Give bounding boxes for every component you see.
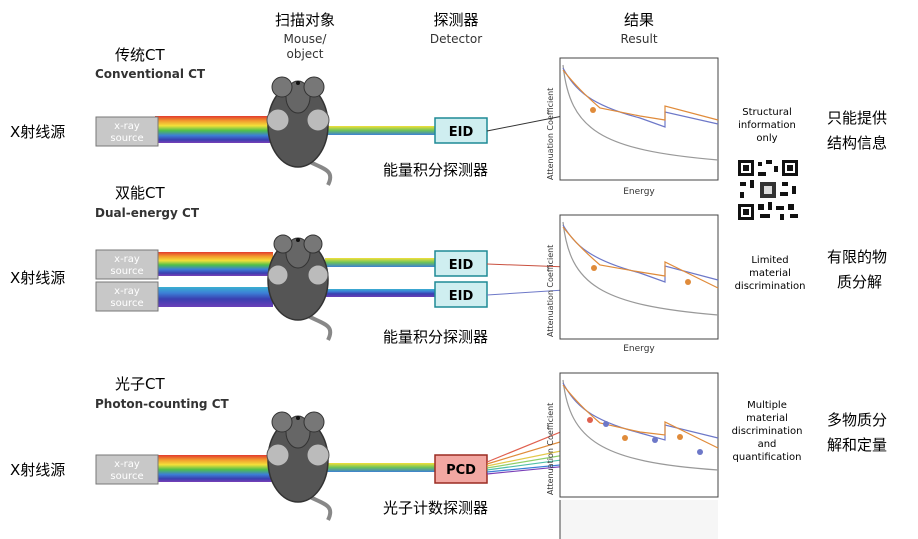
row2-detector-caption: 能量积分探测器 (383, 328, 488, 346)
row2-source2-line1: x-ray (114, 286, 140, 297)
row1-title-zh: 传统CT (115, 46, 165, 64)
qr-code-icon (736, 158, 800, 222)
row1-source-line1: x-ray (114, 121, 140, 132)
row3-rainbow-beam (155, 455, 273, 482)
row3-summary-1: 多物质分 (827, 411, 887, 429)
header-result-en: Result (620, 32, 657, 46)
row1-detector-caption: 能量积分探测器 (383, 161, 488, 179)
row2-source1-line2: source (110, 266, 143, 277)
row3-note-2: material (746, 413, 788, 424)
row1-note-2: information (738, 120, 796, 131)
row3-title-zh: 光子CT (115, 375, 165, 393)
row3-note-5: quantification (733, 452, 802, 463)
row2-summary-1: 有限的物 (827, 248, 887, 266)
row3-object-beam (325, 463, 435, 472)
row2-source-box-2 (95, 281, 159, 312)
mouse-icon (266, 76, 333, 186)
row2-object-beam-top (325, 258, 435, 267)
row1-summary-2: 结构信息 (827, 134, 887, 152)
row2-detector2-label: EID (449, 289, 474, 304)
row1-title-en: Conventional CT (95, 67, 206, 81)
header-detector-zh: 探测器 (433, 11, 478, 29)
row2-note-2: material (749, 268, 791, 279)
row1-source-label: X射线源 (10, 123, 65, 141)
row2-source1-line1: x-ray (114, 254, 140, 265)
mouse-icon (266, 411, 333, 521)
row1-summary-1: 只能提供 (827, 109, 887, 127)
row2-x-axis: Energy (623, 344, 655, 354)
row1-source-box (95, 116, 159, 147)
row3-title-en: Photon-counting CT (95, 397, 229, 411)
row2-note-3: discrimination (735, 281, 806, 292)
row3-y-axis: Attenuation Coefficient (546, 403, 555, 495)
row2-detector-eid-1 (434, 250, 488, 277)
row1-note-1: Structural (742, 107, 792, 118)
row2-title-en: Dual-energy CT (95, 206, 200, 220)
row1-detector-label: EID (449, 125, 474, 140)
row3-detector-caption: 光子计数探测器 (383, 499, 488, 517)
row3-source-line1: x-ray (114, 459, 140, 470)
row2-detector1-label: EID (449, 258, 474, 273)
row3-source-line2: source (110, 471, 143, 482)
row2-y-axis: Attenuation Coefficient (546, 245, 555, 337)
header-result-zh: 结果 (624, 11, 654, 29)
header-object-zh: 扫描对象 (275, 11, 335, 29)
row2-summary-2: 质分解 (837, 273, 882, 291)
row3-summary-2: 解和定量 (827, 436, 887, 454)
row2-source-label: X射线源 (10, 269, 65, 287)
row2-rainbow-beam-bottom (155, 287, 273, 307)
row2-source2-line2: source (110, 298, 143, 309)
row2-source-box-1 (95, 249, 159, 280)
row3-chart: Attenuation Coefficient (546, 372, 719, 539)
row3-note-1: Multiple (747, 400, 787, 411)
row1-x-axis: Energy (623, 187, 655, 197)
header-detector-en: Detector (430, 32, 482, 46)
row2-title-zh: 双能CT (115, 184, 165, 202)
mouse-icon (267, 234, 333, 341)
row2-rainbow-beam-top (155, 252, 273, 276)
row1-object-beam (325, 126, 435, 135)
row1-y-axis: Attenuation Coefficient (546, 88, 555, 180)
row1-note-3: only (756, 133, 777, 144)
row3-detector-label: PCD (446, 463, 476, 478)
header-object-en2: object (287, 47, 324, 61)
row1-chart: Attenuation Coefficient Energy (546, 57, 719, 197)
row3-note-4: and (758, 439, 777, 450)
row3-detector-pcd (434, 454, 488, 484)
row2-object-beam-bottom (325, 289, 435, 297)
row3-source-label: X射线源 (10, 461, 65, 479)
row2-detector-eid-2 (434, 281, 488, 308)
row2-note-1: Limited (751, 255, 788, 266)
row2-chart: Attenuation Coefficient Energy (546, 214, 719, 354)
header-object-en1: Mouse/ (284, 32, 328, 46)
row3-source-box (95, 454, 159, 485)
row1-source-line2: source (110, 133, 143, 144)
row3-note-3: discrimination (732, 426, 803, 437)
row1-rainbow-beam (155, 116, 273, 143)
